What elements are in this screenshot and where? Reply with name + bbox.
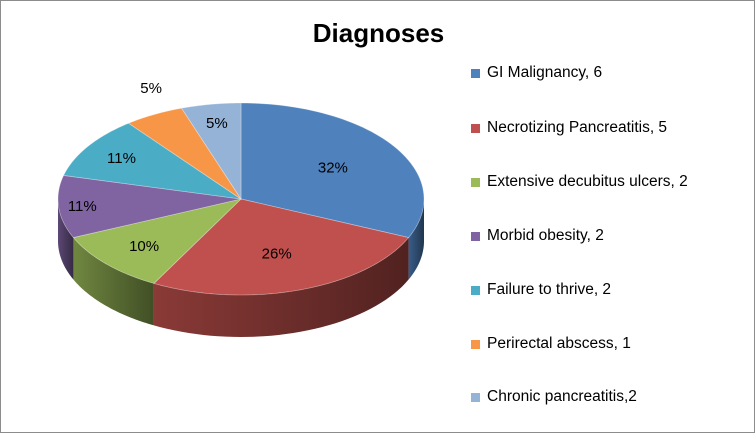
legend-swatch-6 (471, 392, 480, 402)
pie-slice-5 (127, 107, 242, 200)
legend-label-4: Failure to thrive, 2 (487, 281, 612, 298)
legend-item-2: Extensive decubitus ulcers, 2 (471, 172, 688, 192)
legend-label-6: Chronic pancreatitis,2 (487, 388, 637, 405)
legend-label-3: Morbid obesity, 2 (487, 227, 604, 244)
legend-swatch-5 (471, 339, 480, 349)
pie-top-faces (57, 102, 425, 296)
pie-data-label-1: 26% (262, 246, 292, 263)
legend-item-0: GI Malignancy, 6 (471, 63, 602, 83)
legend-item-5: Perirectal abscess, 1 (471, 334, 631, 354)
legend-item-4: Failure to thrive, 2 (471, 280, 611, 300)
pie-data-label-4: 11% (107, 150, 136, 167)
legend-swatch-0 (471, 68, 480, 78)
pie-slice-2 (72, 198, 243, 284)
legend-swatch-1 (471, 123, 480, 133)
legend-item-6: Chronic pancreatitis,2 (471, 387, 637, 407)
pie-side-1 (153, 237, 409, 337)
pie-slice-3 (57, 174, 242, 239)
pie-side-2 (73, 237, 154, 326)
pie-labels: 32% 26% 10% 11% 11% 5% 5% (68, 80, 348, 262)
pie-data-label-6: 5% (206, 115, 228, 132)
chart-title: Diagnoses (312, 18, 445, 48)
pie-data-label-0: 32% (318, 160, 348, 177)
pie-data-label-2: 10% (129, 238, 159, 255)
pie-slice-6 (180, 102, 242, 201)
legend-swatch-4 (471, 285, 480, 295)
pie-slice-4 (62, 122, 242, 200)
pie-side-0 (408, 199, 424, 280)
pie-slice-1 (153, 198, 410, 296)
pie-side-walls (58, 199, 424, 337)
legend-swatch-3 (471, 231, 480, 241)
pie-slice-0 (240, 102, 425, 239)
legend-item-1: Necrotizing Pancreatitis, 5 (471, 118, 667, 138)
legend-label-1: Necrotizing Pancreatitis, 5 (487, 119, 668, 136)
legend-label-5: Perirectal abscess, 1 (487, 335, 631, 352)
chart-legend: GI Malignancy, 6 Necrotizing Pancreatitis… (471, 51, 751, 421)
legend-item-3: Morbid obesity, 2 (471, 226, 604, 246)
legend-label-0: GI Malignancy, 6 (487, 64, 603, 81)
pie-side-3 (58, 199, 74, 280)
legend-swatch-2 (471, 177, 480, 187)
pie-data-label-3: 11% (68, 198, 97, 215)
pie-data-label-5: 5% (140, 80, 162, 97)
legend-label-2: Extensive decubitus ulcers, 2 (487, 173, 688, 190)
